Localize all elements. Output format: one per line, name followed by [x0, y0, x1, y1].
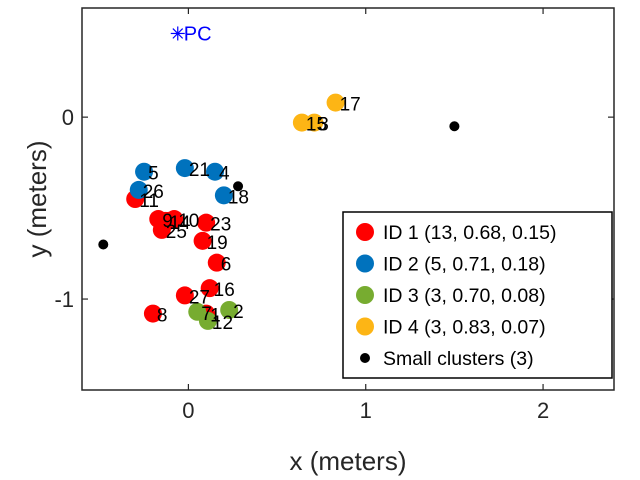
- y-tick-label: -1: [54, 287, 74, 312]
- legend-entry: Small clusters (3): [383, 348, 534, 370]
- data-point: [143, 304, 162, 323]
- data-point: [197, 213, 216, 232]
- point-label: 3: [318, 115, 329, 136]
- point-label: 10: [178, 211, 199, 232]
- point-label: 16: [214, 280, 235, 301]
- data-point: [198, 311, 217, 330]
- data-point: [292, 113, 311, 132]
- point-label: 5: [148, 164, 159, 185]
- data-point: [175, 159, 194, 178]
- point-label: 21: [189, 160, 210, 181]
- legend-entry: ID 4 (3, 0.83, 0.07): [383, 317, 546, 339]
- data-point: [206, 162, 224, 181]
- point-label: 25: [166, 222, 187, 243]
- x-tick-label: 2: [537, 398, 549, 423]
- point-label: 6: [221, 255, 232, 276]
- legend-marker: [356, 317, 374, 336]
- pc-label: PC: [184, 23, 212, 45]
- x-axis-label: x (meters): [290, 446, 407, 476]
- point-label: 11: [139, 191, 159, 212]
- data-point: [449, 121, 460, 132]
- point-label: 8: [157, 306, 168, 327]
- point-label: 23: [210, 215, 231, 236]
- pc-star-marker: [170, 26, 185, 41]
- ticks-layer: 0 1 2-10: [54, 8, 614, 423]
- data-point: [305, 113, 324, 132]
- point-label: 15: [306, 115, 327, 136]
- point-label: 12: [212, 313, 233, 334]
- point-label: 19: [207, 233, 228, 254]
- data-point: [129, 180, 148, 199]
- point-label: 18: [228, 187, 249, 208]
- point-label: 17: [340, 95, 361, 116]
- data-point: [326, 93, 345, 112]
- data-point: [175, 286, 194, 305]
- y-tick-label: 0: [62, 105, 74, 130]
- point-label: 26: [143, 182, 164, 203]
- data-point: [98, 239, 109, 250]
- plot-border: [81, 7, 615, 391]
- point-label: 9: [162, 211, 173, 232]
- point-label: 27: [189, 287, 210, 308]
- point-label: 4: [219, 164, 230, 185]
- legend-marker: [360, 353, 370, 363]
- legend-entry: ID 2 (5, 0.71, 0.18): [383, 254, 546, 276]
- legend: ID 1 (13, 0.68, 0.15) ID 2 (5, 0.71, 0.18…: [342, 211, 613, 379]
- legend-entry: ID 3 (3, 0.70, 0.08): [383, 285, 546, 307]
- legend-entry: ID 1 (13, 0.68, 0.15): [383, 222, 556, 244]
- legend-box: [342, 211, 613, 379]
- data-point: [200, 279, 219, 298]
- data-point: [214, 186, 233, 205]
- point-label: 7: [201, 304, 212, 325]
- point-label: 2: [233, 302, 244, 323]
- legend-marker: [356, 223, 374, 241]
- data-point: [233, 181, 244, 192]
- marks-layer: [98, 93, 460, 330]
- data-point: [159, 211, 178, 230]
- legend-marker: [356, 286, 374, 304]
- data-point: [220, 300, 239, 319]
- point-label: 1: [210, 306, 221, 327]
- legend-marker: [356, 254, 374, 273]
- x-tick-label: 0: [182, 398, 194, 423]
- data-point: [193, 231, 212, 250]
- x-tick-label: 1: [360, 398, 372, 423]
- y-axis-label: y (meters): [22, 141, 52, 258]
- data-point: [207, 253, 226, 272]
- data-point: [135, 162, 154, 181]
- point-label: 14: [169, 213, 191, 234]
